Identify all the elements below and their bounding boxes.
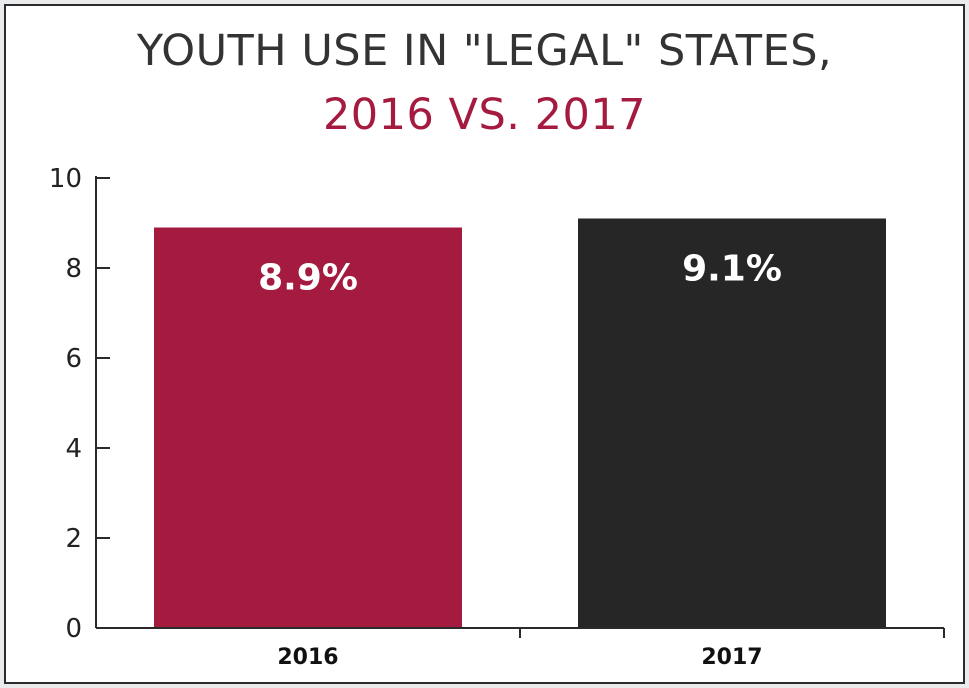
y-tick-label-0: 0 (65, 614, 82, 644)
data-label-2017: 9.1% (682, 249, 782, 290)
y-tick-label-2: 2 (65, 524, 82, 554)
y-tick-label-4: 4 (65, 434, 82, 464)
chart-title-line1: YOUTH USE IN "LEGAL" STATES, (136, 26, 833, 76)
chart-title-line2: 2016 VS. 2017 (322, 90, 647, 140)
y-tick-label-10: 10 (49, 164, 82, 194)
x-tick-label-2017: 2017 (701, 645, 762, 670)
bar-2016 (154, 227, 462, 628)
y-tick-label-8: 8 (65, 254, 82, 284)
bar-2017 (578, 218, 886, 628)
data-label-2016: 8.9% (258, 258, 358, 299)
y-tick-label-6: 6 (65, 344, 82, 374)
x-tick-label-2016: 2016 (277, 645, 338, 670)
